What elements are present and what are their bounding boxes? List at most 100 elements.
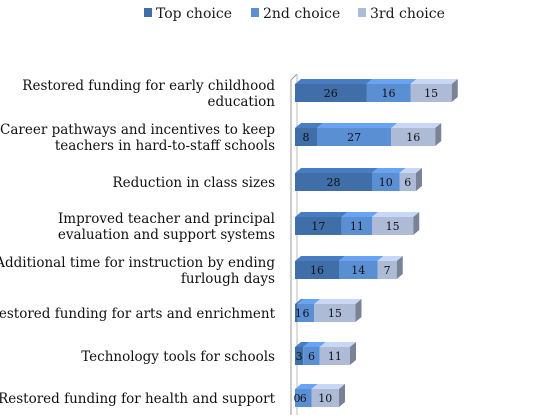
bar-top-7-series-1 (295, 342, 310, 347)
legend-swatch-2 (251, 8, 259, 17)
bar-6-series-2 (297, 304, 315, 322)
value-label-6-series-1: 1 (295, 307, 302, 320)
value-label-4-series-1: 17 (311, 220, 325, 233)
bar-side-7 (350, 342, 356, 365)
value-label-5-series-3: 7 (384, 264, 391, 277)
bar-6-series-1 (295, 304, 298, 322)
legend: Top choice 2nd choice 3rd choice (144, 6, 445, 22)
bar-2-series-2 (317, 128, 392, 146)
legend-swatch-3 (358, 8, 366, 17)
bar-top-3-series-2 (372, 168, 406, 173)
value-label-6-series-3: 15 (328, 307, 342, 320)
bar-4-series-2 (341, 217, 372, 235)
value-label-7-series-3: 11 (328, 350, 342, 363)
bar-top-7-series-2 (303, 342, 326, 347)
bar-top-7-series-3 (319, 342, 356, 347)
value-label-5-series-2: 14 (351, 264, 365, 277)
bar-4-series-3 (372, 217, 414, 235)
bar-side-1 (451, 79, 458, 102)
bar-top-4-series-2 (341, 212, 378, 217)
bar-2-series-3 (391, 128, 436, 146)
category-label-2-line-1: Career pathways and incentives to keep (0, 122, 275, 138)
bar-8-series-2 (295, 389, 312, 407)
category-label-3-line-1: Reduction in class sizes (112, 175, 275, 191)
bar-side-6 (355, 299, 362, 322)
bar-top-1-series-3 (410, 79, 458, 84)
bar-5-series-3 (377, 261, 397, 279)
bar-3-series-2 (372, 173, 400, 191)
bar-top-5-series-3 (377, 256, 403, 261)
bar-top-6-series-3 (314, 299, 362, 304)
category-label-7-line-1: Technology tools for schools (81, 349, 275, 365)
value-label-8-series-3: 10 (318, 392, 332, 405)
bar-7-series-3 (319, 347, 350, 365)
category-label-1-line-2: education (208, 94, 276, 110)
bar-side-3 (416, 168, 422, 191)
value-label-3-series-3: 6 (404, 176, 411, 189)
value-label-2-series-1: 8 (303, 131, 310, 144)
bar-6-series-3 (314, 304, 356, 322)
value-label-7-series-2: 6 (308, 350, 315, 363)
bar-top-5-series-1 (295, 256, 345, 261)
value-label-1-series-3: 15 (424, 87, 438, 100)
value-label-8-series-2: 6 (300, 392, 307, 405)
bar-top-3-series-3 (399, 168, 422, 173)
bar-side-4 (413, 212, 420, 235)
value-label-5-series-1: 16 (310, 264, 324, 277)
bar-top-1-series-1 (295, 79, 373, 84)
bar-7-series-1 (295, 347, 304, 365)
legend-swatch-1 (144, 8, 152, 17)
category-label-8-line-1: Restored funding for health and support (0, 391, 276, 407)
category-label-4-line-1: Improved teacher and principal (58, 211, 275, 227)
bar-top-8-series-3 (311, 384, 345, 389)
category-label-2-line-2: teachers in hard-to-staff schools (55, 138, 275, 154)
legend-label-2: 2nd choice (263, 6, 340, 22)
category-label-5-line-2: furlough days (181, 271, 275, 287)
value-label-1-series-2: 16 (382, 87, 396, 100)
bar-5-series-2 (339, 261, 378, 279)
value-label-1-series-1: 26 (324, 87, 338, 100)
value-label-4-series-2: 11 (350, 220, 364, 233)
value-label-7-series-1: 3 (296, 350, 303, 363)
bar-top-8-series-2 (295, 384, 318, 389)
bar-1-series-1 (295, 84, 367, 102)
category-label-1-line-1: Restored funding for early childhood (22, 78, 275, 94)
value-label-2-series-2: 27 (347, 131, 361, 144)
bar-7-series-2 (303, 347, 320, 365)
value-label-6-series-2: 6 (303, 307, 310, 320)
category-label-5-line-1: Additional time for instruction by endin… (0, 255, 275, 271)
bar-1-series-3 (410, 84, 452, 102)
bar-3-series-1 (295, 173, 372, 191)
bar-top-3-series-1 (295, 168, 378, 173)
legend-label-1: Top choice (156, 6, 232, 22)
value-label-3-series-2: 10 (379, 176, 393, 189)
bar-top-6-series-1 (295, 299, 304, 304)
bar-top-4-series-1 (295, 212, 348, 217)
category-labels: Restored funding for early childhoodeduc… (0, 78, 276, 407)
bar-3-series-3 (399, 173, 416, 191)
bar-side-2 (435, 123, 442, 146)
category-label-6-line-1: Restored funding for arts and enrichment (0, 306, 276, 322)
bar-5-series-1 (295, 261, 339, 279)
value-label-8-series-1: 0 (294, 392, 301, 405)
bar-1-series-2 (366, 84, 411, 102)
bar-top-6-series-2 (297, 299, 321, 304)
bar-4-series-1 (295, 217, 342, 235)
bar-top-2-series-1 (295, 123, 323, 128)
value-label-3-series-1: 28 (327, 176, 341, 189)
bar-top-5-series-2 (339, 256, 384, 261)
bar-top-2-series-2 (317, 123, 398, 128)
bar-top-4-series-3 (372, 212, 420, 217)
bar-top-1-series-2 (366, 79, 417, 84)
legend-label-3: 3rd choice (370, 6, 445, 22)
bar-side-8 (339, 384, 345, 407)
bar-8-series-3 (311, 389, 339, 407)
bar-2-series-1 (295, 128, 317, 146)
bar-top-2-series-3 (391, 123, 442, 128)
value-label-4-series-3: 15 (386, 220, 400, 233)
category-label-4-line-2: evaluation and support systems (58, 227, 275, 243)
bar-side-5 (396, 256, 403, 279)
value-label-2-series-3: 16 (406, 131, 420, 144)
